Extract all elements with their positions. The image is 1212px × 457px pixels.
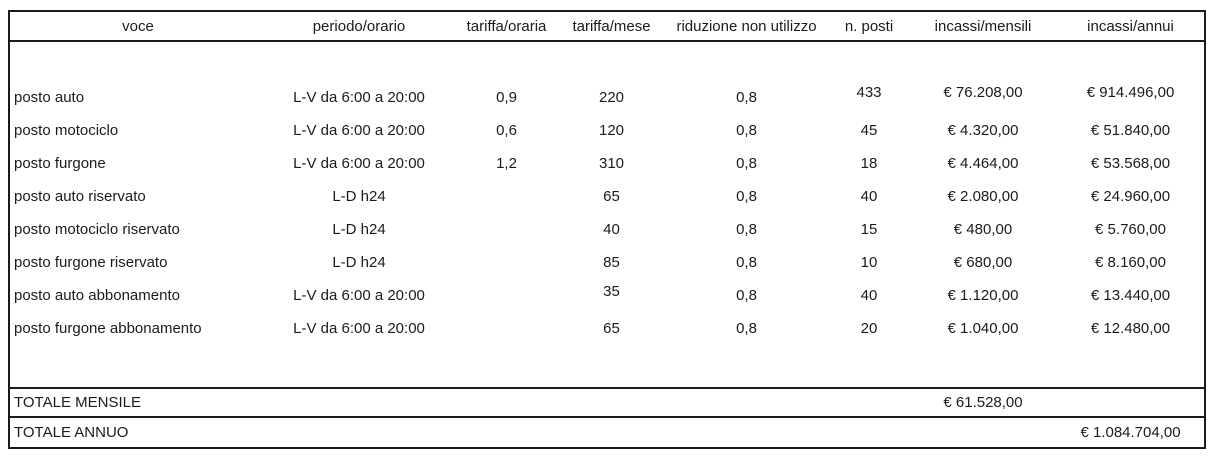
column-header-voce: voce <box>9 11 264 42</box>
total-annuo-label: TOTALE ANNUO <box>9 416 1057 448</box>
total-mensile-row: TOTALE MENSILE € 61.528,00 <box>9 387 1205 417</box>
cell-n-posti: 10 <box>860 254 878 271</box>
cell-tariffa-oraria: 1,2 <box>496 155 517 172</box>
cell-periodo: L-V da 6:00 a 20:00 <box>293 155 425 172</box>
cell-incassi-annui: € 5.760,00 <box>1095 221 1166 238</box>
cell-tariffa-mese: 65 <box>603 320 620 337</box>
cell-tariffa-mese: 85 <box>603 254 620 271</box>
table-row: posto auto abbonamento L-V da 6:00 a 20:… <box>9 279 1205 312</box>
cell-voce: posto furgone <box>14 155 106 172</box>
cell-incassi-mensili-value: € 76.208,00 <box>943 84 1023 101</box>
cell-incassi-mensili: € 76.208,00 <box>909 81 1057 114</box>
column-header-incassi-annui: incassi/annui <box>1057 11 1205 42</box>
column-header-tariffa-mese: tariffa/mese <box>559 11 664 42</box>
cell-tariffa-oraria <box>454 312 559 345</box>
cell-incassi-mensili: € 2.080,00 <box>947 188 1019 205</box>
table-row: posto motociclo riservato L-D h24 40 0,8… <box>9 213 1205 246</box>
total-annuo-value: € 1.084.704,00 <box>1057 416 1205 448</box>
cell-riduzione: 0,8 <box>736 320 757 337</box>
spacer-row <box>9 345 1205 388</box>
column-header-periodo-orario: periodo/orario <box>264 11 454 42</box>
cell-tariffa-mese-value: 35 <box>603 283 620 300</box>
parking-revenue-table: voce periodo/orario tariffa/oraria tarif… <box>8 10 1206 449</box>
cell-incassi-mensili: € 480,00 <box>953 221 1013 238</box>
cell-riduzione: 0,8 <box>736 89 757 106</box>
cell-periodo: L-V da 6:00 a 20:00 <box>293 287 425 304</box>
total-annuo-row: TOTALE ANNUO € 1.084.704,00 <box>9 416 1205 448</box>
cell-voce: posto motociclo <box>14 122 119 139</box>
cell-tariffa-oraria <box>454 180 559 213</box>
column-header-n-posti: n. posti <box>829 11 909 42</box>
cell-n-posti-value: 433 <box>856 84 882 101</box>
cell-tariffa-oraria <box>454 246 559 279</box>
cell-riduzione: 0,8 <box>736 122 757 139</box>
cell-n-posti: 18 <box>860 155 878 172</box>
cell-incassi-mensili: € 680,00 <box>953 254 1013 271</box>
cell-voce: posto furgone abbonamento <box>14 320 202 337</box>
cell-voce: posto auto <box>14 89 85 106</box>
cell-tariffa-mese: 35 <box>559 279 664 312</box>
cell-voce: posto furgone riservato <box>14 254 168 271</box>
cell-incassi-annui: € 51.840,00 <box>1090 122 1171 139</box>
cell-incassi-annui: € 914.496,00 <box>1057 81 1205 114</box>
cell-riduzione: 0,8 <box>736 287 757 304</box>
cell-incassi-mensili: € 1.120,00 <box>947 287 1019 304</box>
empty-cell <box>1057 387 1205 417</box>
table-row: posto auto L-V da 6:00 a 20:00 0,9 220 0… <box>9 81 1205 114</box>
cell-incassi-annui: € 12.480,00 <box>1090 320 1171 337</box>
cell-riduzione: 0,8 <box>736 155 757 172</box>
cell-tariffa-mese: 310 <box>598 155 625 172</box>
cell-incassi-annui: € 24.960,00 <box>1090 188 1171 205</box>
cell-n-posti: 45 <box>860 122 878 139</box>
cell-tariffa-mese: 40 <box>603 221 620 238</box>
cell-tariffa-oraria: 0,9 <box>496 89 517 106</box>
total-mensile-value: € 61.528,00 <box>909 387 1057 417</box>
cell-incassi-annui: € 13.440,00 <box>1090 287 1171 304</box>
cell-incassi-annui-value: € 914.496,00 <box>1086 84 1175 101</box>
cell-periodo: L-D h24 <box>332 254 386 271</box>
cell-tariffa-oraria <box>454 279 559 312</box>
total-mensile-label: TOTALE MENSILE <box>9 387 909 417</box>
table-row: posto motociclo L-V da 6:00 a 20:00 0,6 … <box>9 114 1205 147</box>
cell-periodo: L-D h24 <box>332 188 386 205</box>
column-header-tariffa-oraria: tariffa/oraria <box>454 11 559 42</box>
table-row: posto furgone L-V da 6:00 a 20:00 1,2 31… <box>9 147 1205 180</box>
cell-tariffa-oraria: 0,6 <box>496 122 517 139</box>
cell-tariffa-oraria <box>454 213 559 246</box>
cell-voce: posto motociclo riservato <box>14 221 180 238</box>
table-row: posto furgone riservato L-D h24 85 0,8 1… <box>9 246 1205 279</box>
header-row: voce periodo/orario tariffa/oraria tarif… <box>9 11 1205 42</box>
cell-periodo: L-V da 6:00 a 20:00 <box>293 122 425 139</box>
cell-incassi-annui: € 53.568,00 <box>1090 155 1171 172</box>
cell-tariffa-mese: 120 <box>598 122 625 139</box>
cell-incassi-annui: € 8.160,00 <box>1095 254 1166 271</box>
cell-periodo: L-V da 6:00 a 20:00 <box>293 89 425 106</box>
cell-periodo: L-V da 6:00 a 20:00 <box>293 320 425 337</box>
cell-n-posti: 20 <box>860 320 878 337</box>
cell-n-posti: 15 <box>860 221 878 238</box>
cell-incassi-mensili: € 4.464,00 <box>947 155 1019 172</box>
cell-n-posti: 433 <box>829 81 909 114</box>
cell-riduzione: 0,8 <box>736 221 757 238</box>
cell-n-posti: 40 <box>860 287 878 304</box>
cell-incassi-mensili: € 1.040,00 <box>947 320 1019 337</box>
column-header-incassi-mensili: incassi/mensili <box>909 11 1057 42</box>
cell-n-posti: 40 <box>860 188 878 205</box>
cell-periodo: L-D h24 <box>332 221 386 238</box>
cell-riduzione: 0,8 <box>736 188 757 205</box>
cell-voce: posto auto riservato <box>14 188 146 205</box>
column-header-riduzione: riduzione non utilizzo <box>664 11 829 42</box>
cell-incassi-mensili: € 4.320,00 <box>947 122 1019 139</box>
cell-voce: posto auto abbonamento <box>14 287 180 304</box>
table-row: posto furgone abbonamento L-V da 6:00 a … <box>9 312 1205 345</box>
cell-tariffa-mese: 65 <box>603 188 620 205</box>
cell-tariffa-mese: 220 <box>598 89 625 106</box>
spacer-row <box>9 41 1205 81</box>
table-row: posto auto riservato L-D h24 65 0,8 40 €… <box>9 180 1205 213</box>
cell-riduzione: 0,8 <box>736 254 757 271</box>
